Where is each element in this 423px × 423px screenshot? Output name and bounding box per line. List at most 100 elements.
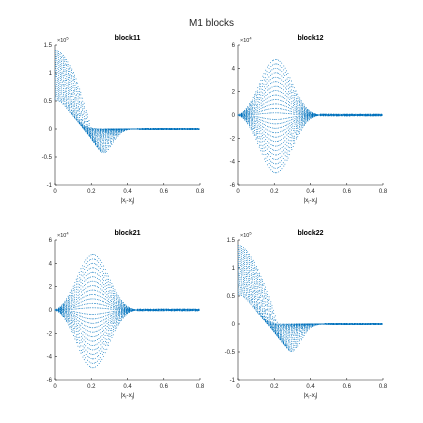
scatter-point (262, 145, 264, 147)
scatter-point (98, 131, 100, 133)
scatter-point (190, 128, 191, 130)
scatter-point (104, 141, 106, 143)
scatter-point (293, 105, 294, 107)
scatter-point (275, 132, 276, 134)
scatter-point (290, 86, 292, 88)
scatter-point (61, 87, 63, 89)
scatter-point (54, 99, 56, 101)
scatter-point (368, 113, 370, 115)
scatter-point (262, 110, 263, 112)
scatter-point (103, 137, 105, 139)
scatter-point (303, 124, 305, 126)
scatter-point (255, 112, 257, 114)
scatter-point (257, 113, 259, 115)
scatter-point (260, 124, 262, 126)
scatter-point (270, 108, 272, 110)
scatter-point (100, 136, 101, 138)
scatter-point (79, 119, 81, 121)
scatter-point (91, 135, 93, 137)
scatter-point (263, 103, 265, 105)
scatter-point (273, 162, 275, 164)
scatter-point (274, 127, 276, 129)
scatter-point (101, 144, 103, 146)
scatter-point (142, 128, 144, 130)
scatter-point (294, 103, 296, 105)
scatter-point (101, 138, 103, 140)
scatter-point (95, 143, 97, 144)
scatter-point (93, 139, 95, 141)
scatter-point (116, 308, 118, 310)
scatter-point (344, 115, 346, 117)
scatter-point (71, 87, 72, 89)
scatter-point (265, 102, 267, 104)
scatter-point (56, 54, 58, 56)
scatter-point (75, 90, 77, 92)
scatter-point (303, 104, 305, 106)
scatter-point (55, 56, 56, 57)
scatter-point (266, 86, 268, 88)
scatter-point (80, 112, 82, 114)
scatter-point (302, 112, 304, 114)
scatter-point (62, 85, 64, 87)
scatter-point (269, 112, 271, 114)
scatter-point (297, 110, 299, 112)
scatter-point (287, 139, 289, 141)
scatter-point (284, 98, 286, 100)
scatter-point (278, 140, 279, 142)
scatter-point (79, 119, 81, 121)
scatter-point (107, 145, 109, 147)
scatter-point (101, 313, 103, 314)
scatter-point (257, 105, 259, 107)
scatter-point (291, 149, 293, 151)
scatter-point (258, 83, 260, 85)
scatter-point (74, 85, 76, 86)
scatter-point (289, 79, 291, 81)
scatter-point (260, 141, 262, 143)
scatter-point (267, 125, 269, 127)
scatter-point (271, 149, 273, 151)
scatter-point (63, 79, 65, 81)
scatter-point (67, 106, 69, 108)
y-tick-label: 0 (232, 113, 236, 119)
scatter-point (97, 146, 98, 147)
scatter-point (286, 96, 288, 98)
scatter-point (57, 50, 59, 52)
scatter-point (102, 148, 104, 150)
scatter-point (287, 154, 289, 155)
scatter-point (294, 132, 296, 134)
scatter-point (239, 115, 241, 117)
scatter-point (297, 117, 299, 118)
scatter-point (278, 171, 280, 173)
scatter-point (273, 167, 275, 169)
y-tick-label: 1.5 (44, 43, 53, 49)
scatter-point (104, 305, 106, 306)
scatter-point (262, 101, 264, 103)
scatter-point (266, 93, 268, 95)
scatter-point (348, 115, 350, 117)
scatter-point (302, 127, 304, 129)
scatter-point (109, 131, 111, 133)
scatter-point (278, 149, 280, 151)
scatter-point (74, 104, 76, 106)
scatter-point (302, 122, 304, 124)
scatter-point (245, 116, 247, 118)
scatter-point (281, 75, 283, 77)
scatter-point (98, 133, 100, 135)
scatter-point (75, 116, 77, 118)
scatter-point (248, 118, 250, 120)
scatter-point (248, 115, 250, 117)
scatter-point (299, 122, 301, 124)
scatter-point (249, 105, 251, 107)
scatter-point (132, 128, 134, 130)
scatter-point (62, 100, 64, 102)
scatter-point (302, 116, 304, 118)
scatter-point (260, 99, 262, 101)
scatter-point (273, 68, 275, 70)
scatter-point (328, 113, 330, 115)
scatter-point (69, 108, 71, 110)
scatter-point (102, 304, 104, 306)
scatter-point (255, 122, 257, 124)
scatter-point (66, 90, 68, 92)
scatter-point (376, 113, 378, 115)
scatter-point (82, 127, 84, 129)
